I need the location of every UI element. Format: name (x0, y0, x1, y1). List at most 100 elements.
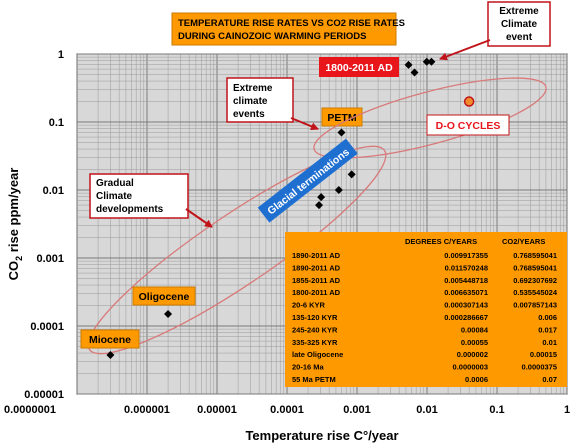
label-1800-box (319, 57, 399, 77)
data-point (317, 193, 326, 202)
data-point (315, 201, 324, 210)
y-tick-label: 0.01 (43, 185, 64, 197)
gradual-box (89, 173, 189, 219)
x-tick-label: 0.00001 (197, 404, 237, 416)
table-cell-co2: 0.0000375 (522, 363, 557, 372)
glacial-box (257, 138, 358, 223)
table-cell-degrees: 0.0006 (465, 375, 488, 384)
table-cell-degrees: 0.000307143 (444, 301, 488, 310)
table-cell-co2: 0.017 (538, 325, 557, 334)
gradual-label-3: developments (96, 204, 164, 215)
x-tick-label: 0.000001 (124, 404, 170, 416)
gradual-arrow (185, 208, 213, 228)
extreme-events-arrow (290, 117, 319, 131)
table-cell-co2: 0.768595041 (513, 263, 557, 272)
y-tick-label: 0.001 (36, 253, 64, 265)
extreme-events-label-2: climate (233, 96, 268, 107)
extreme-event-label-2: Climate (501, 19, 538, 30)
x-tick-label: 1 (564, 404, 570, 416)
extreme-event-label-3: event (506, 32, 533, 43)
data-point (334, 186, 343, 194)
data-point (427, 57, 436, 66)
table-cell-co2: 0.01 (542, 338, 557, 347)
table-cell-period: 20-16 Ma (292, 363, 325, 372)
extreme-event-arrow (439, 39, 491, 61)
y-tick-label: 1 (58, 49, 64, 61)
y-tick-label: 0.1 (49, 117, 64, 129)
tick-labels: 0.0000001 0.000001 0.00001 0.0001 0.001 0.01 0… (4, 49, 570, 416)
x-tick-label: 0.0001 (270, 404, 304, 416)
table-cell-co2: 0.07 (542, 375, 557, 384)
petm-label: PETM (327, 112, 356, 124)
y-tick-label: 0.0001 (30, 321, 64, 333)
x-axis-title: Temperature rise C°/year (245, 428, 398, 443)
table-cell-degrees: 0.0000003 (453, 363, 488, 372)
data-points (106, 57, 436, 359)
table-cell-degrees: 0.00055 (461, 338, 488, 347)
x-tick-label: 0.01 (416, 404, 437, 416)
table-cell-co2: 0.00015 (530, 350, 557, 359)
table-cell-period: 55 Ma PETM (292, 375, 336, 384)
gradual-label-1: Gradual (96, 178, 134, 189)
dco-box (426, 114, 510, 136)
data-point (404, 60, 413, 69)
petm-box (321, 107, 363, 127)
table-cell-period: 1800-2011 AD (292, 288, 341, 297)
miocene-box (80, 329, 140, 349)
gradual-label-2: Climate (96, 191, 133, 202)
table-cell-degrees: 0.000002 (457, 350, 488, 359)
data-point (164, 310, 173, 319)
y-axis-title-sub: 2 (14, 256, 24, 261)
data-point (422, 57, 431, 66)
table-cell-co2: 0.768595041 (513, 251, 557, 260)
y-axis-title-rest: rise ppm/year (6, 168, 21, 256)
label-1800: 1800-2011 AD (325, 62, 393, 74)
table-cell-period: 1855-2011 AD (292, 276, 341, 285)
ellipse-gradual (87, 145, 387, 355)
extreme-events-label-1: Extreme (233, 83, 273, 94)
table-cell-period: 135-120 KYR (292, 313, 338, 322)
y-axis-title-main: CO (6, 261, 21, 281)
data-point (337, 128, 346, 137)
data-table (285, 232, 567, 387)
table-cell-co2: 0.007857143 (513, 301, 557, 310)
oligocene-box (132, 286, 196, 306)
y-axis-title: CO2 rise ppm/year (6, 168, 24, 281)
chart-title-line1: TEMPERATURE RISE RATES VS CO2 RISE RATES (178, 18, 405, 29)
table-cell-degrees: 0.000286667 (444, 313, 488, 322)
table-cell-period: 1890-2011 AD (292, 251, 341, 260)
dco-marker (463, 96, 475, 107)
x-tick-label: 0.001 (343, 404, 371, 416)
chart-title-line2: DURING CAINOZOIC WARMING PERIODS (178, 31, 366, 42)
table-cell-period: 20-6 KYR (292, 301, 326, 310)
title-box (171, 12, 397, 46)
table-cell-period: 1890-2011 AD (292, 263, 341, 272)
data-point (410, 68, 419, 77)
ellipse-extreme (313, 77, 547, 159)
oligocene-label: Oligocene (139, 291, 190, 303)
table-cell-co2: 0.535545024 (513, 288, 558, 297)
table-cell-period: 335-325 KYR (292, 338, 338, 347)
miocene-label: Miocene (89, 334, 131, 346)
data-table-content: DEGREES C/YEARS CO2/YEARS 1890-2011 AD 0.00… (292, 237, 558, 384)
extreme-event-label-1: Extreme (499, 6, 539, 17)
data-point (347, 170, 356, 179)
table-header-co2: CO2/YEARS (502, 237, 545, 246)
data-point (106, 350, 115, 359)
table-cell-degrees: 0.00084 (461, 325, 489, 334)
y-tick-label: 0.00001 (24, 389, 64, 401)
table-cell-degrees: 0.005448718 (444, 276, 488, 285)
table-cell-degrees: 0.011570248 (445, 263, 488, 272)
table-cell-period: 245-240 KYR (292, 325, 338, 334)
table-cell-co2: 0.692307692 (513, 276, 557, 285)
table-cell-period: late Oligocene (292, 350, 343, 359)
extreme-events-label-3: events (233, 109, 265, 120)
table-cell-degrees: 0.006635071 (444, 288, 488, 297)
extreme-events-box (226, 77, 294, 123)
dco-label: D-O CYCLES (436, 120, 501, 132)
table-header-degrees: DEGREES C/YEARS (405, 237, 477, 246)
extreme-event-box (487, 1, 551, 47)
x-tick-label: 0.1 (489, 404, 504, 416)
table-cell-degrees: 0.009917355 (444, 251, 488, 260)
